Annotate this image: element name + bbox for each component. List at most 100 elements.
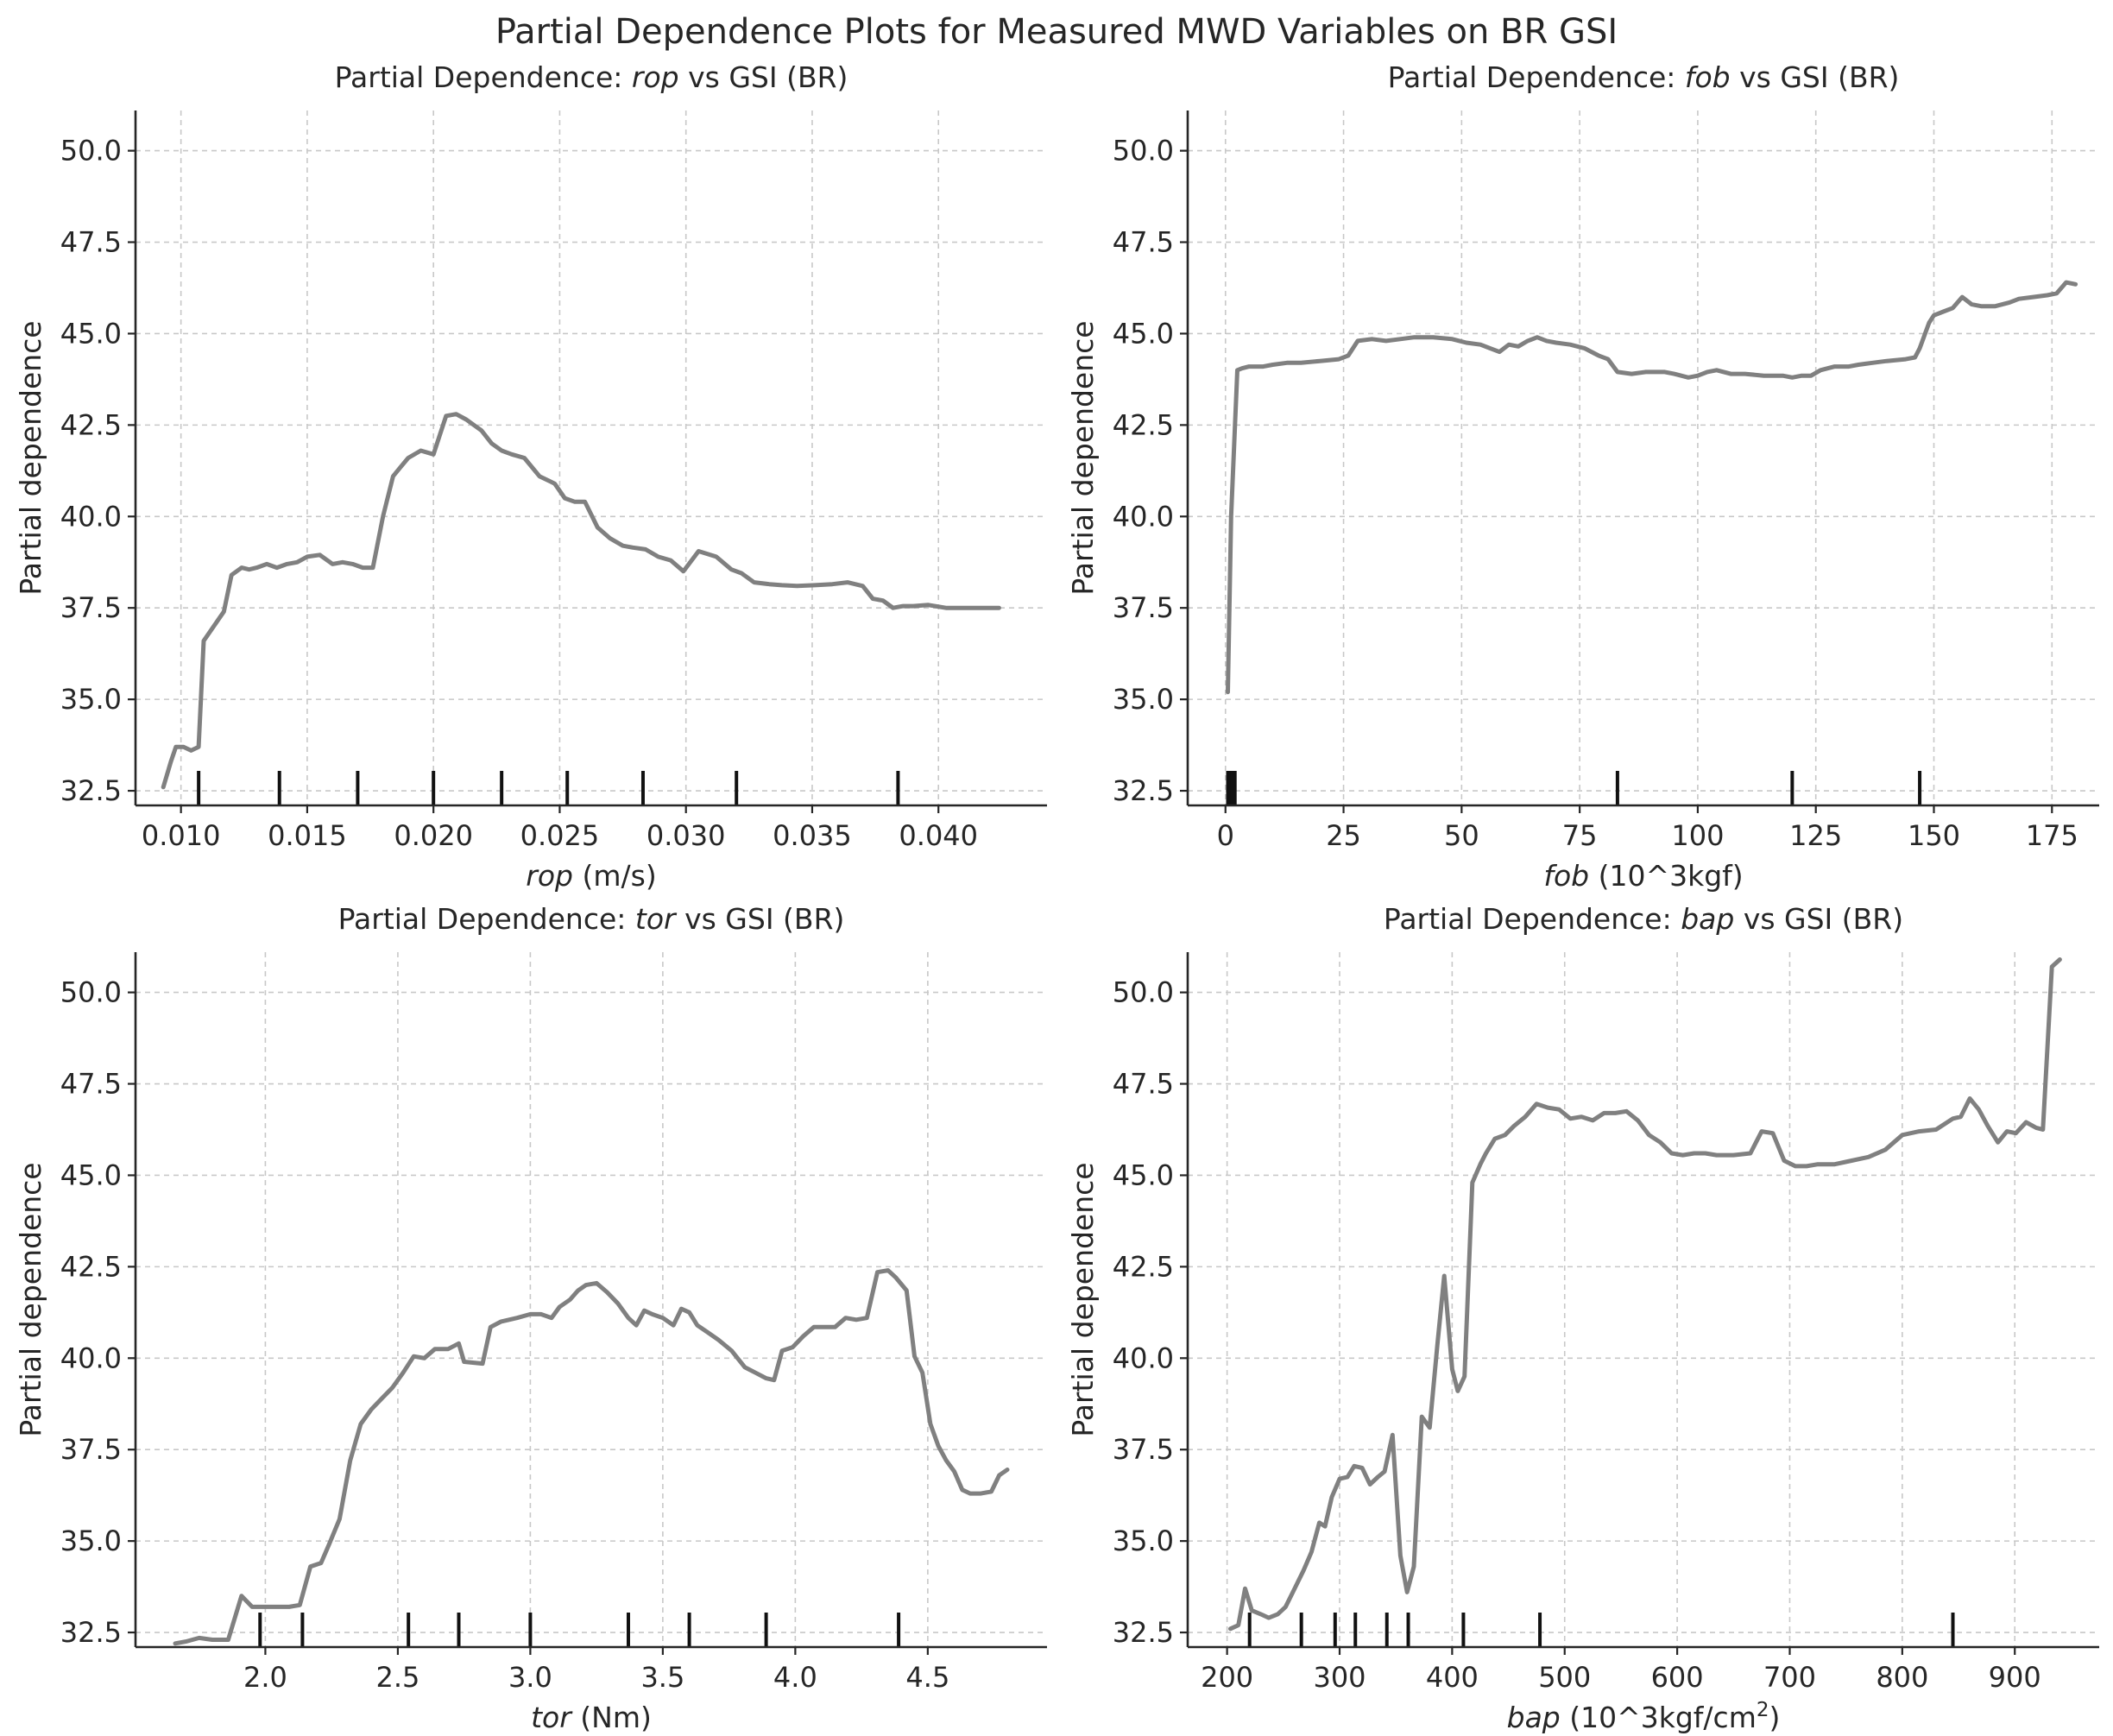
y-tick-label: 37.5	[60, 1433, 122, 1466]
y-tick-label: 42.5	[60, 408, 122, 441]
y-tick-label: 42.5	[1113, 1250, 1174, 1283]
x-axis-label-end: )	[1769, 1701, 1780, 1734]
x-tick-label: 4.5	[905, 1661, 949, 1694]
subplot-title: Partial Dependence: bap vs GSI (BR)	[1384, 902, 1903, 936]
subplot-title-prefix: Partial Dependence:	[1388, 60, 1685, 94]
subplot-title-suffix: vs GSI (BR)	[676, 902, 845, 936]
y-tick-label: 32.5	[1113, 1616, 1174, 1649]
x-axis-label: bap (10^3kgf/cm2)	[1507, 1699, 1781, 1734]
y-tick-label: 42.5	[60, 1250, 122, 1283]
x-axis-label-units: (10^3kgf)	[1589, 859, 1744, 893]
subplot-title-suffix: vs GSI (BR)	[679, 60, 848, 94]
subplot-title-prefix: Partial Dependence:	[335, 60, 632, 94]
subplot-rop: 0.010 0.015 0.020 0.025 0.030 0.035 0.040 32.5 3…	[14, 60, 1047, 893]
x-axis-label-variable: bap	[1507, 1701, 1561, 1734]
y-tick-label: 45.0	[1113, 317, 1174, 350]
x-tick-label: 700	[1763, 1661, 1816, 1694]
subplot-bap: 200 300 400 500 600 700 800 900 32.5 35.0 37.5 40.0…	[1066, 902, 2099, 1734]
partial-dependence-line	[161, 412, 1001, 790]
y-tick-label: 35.0	[60, 683, 122, 716]
x-tick-label: 0	[1217, 819, 1234, 852]
x-tick-label: 25	[1326, 819, 1361, 852]
y-axis-label: Partial dependence	[1066, 1162, 1100, 1436]
x-axis-label-units: (m/s)	[573, 859, 657, 893]
subplot-title-prefix: Partial Dependence:	[1384, 902, 1681, 936]
x-axis-label-units: (10^3kgf/cm	[1561, 1701, 1757, 1734]
y-tick-label: 45.0	[60, 317, 122, 350]
x-tick-label: 50	[1444, 819, 1479, 852]
y-tick-label: 47.5	[60, 226, 122, 259]
y-tick-label: 32.5	[60, 1616, 122, 1649]
x-tick-label: 75	[1562, 819, 1598, 852]
x-tick-label: 0.025	[520, 819, 600, 852]
x-tick-label: 0.030	[647, 819, 726, 852]
y-tick-label: 35.0	[1113, 1525, 1174, 1557]
y-tick-label: 32.5	[1113, 774, 1174, 807]
y-tick-label: 50.0	[60, 135, 122, 167]
x-tick-label: 125	[1789, 819, 1842, 852]
y-tick-label: 40.0	[1113, 1341, 1174, 1374]
y-tick-label: 35.0	[60, 1525, 122, 1557]
y-tick-label: 47.5	[60, 1068, 122, 1101]
y-tick-label: 40.0	[60, 1341, 122, 1374]
subplot-title-variable: fob	[1685, 60, 1731, 94]
y-tick-label: 50.0	[60, 976, 122, 1009]
x-tick-label: 0.015	[268, 819, 347, 852]
y-tick-label: 37.5	[1113, 591, 1174, 624]
subplot-title: Partial Dependence: rop vs GSI (BR)	[335, 60, 848, 94]
x-axis-label-superscript: 2	[1757, 1699, 1769, 1721]
figure-title: Partial Dependence Plots for Measured MW…	[495, 12, 1618, 52]
x-tick-label: 0.010	[142, 819, 221, 852]
x-axis-label: rop (m/s)	[526, 859, 656, 893]
x-tick-label: 2.5	[375, 1661, 419, 1694]
subplot-title-variable: tor	[635, 902, 678, 936]
y-tick-label: 40.0	[1113, 500, 1174, 533]
partial-dependence-line	[1226, 280, 2078, 695]
y-tick-label: 37.5	[60, 591, 122, 624]
y-tick-label: 45.0	[1113, 1158, 1174, 1191]
subplot-title-prefix: Partial Dependence:	[338, 902, 635, 936]
x-tick-label: 800	[1876, 1661, 1928, 1694]
x-axis-label: fob (10^3kgf)	[1543, 859, 1743, 893]
x-tick-label: 200	[1201, 1661, 1253, 1694]
subplot-fob: 0 25 50 75 100 125 150 175 32.5 35.0 37.5 40.0 42.5 4…	[1066, 60, 2099, 893]
y-axis-label: Partial dependence	[14, 320, 47, 595]
x-tick-label: 600	[1651, 1661, 1704, 1694]
y-tick-label: 35.0	[1113, 683, 1174, 716]
subplot-title: Partial Dependence: tor vs GSI (BR)	[338, 902, 845, 936]
y-axis-label: Partial dependence	[14, 1162, 47, 1436]
x-tick-label: 3.0	[508, 1661, 552, 1694]
subplot-title-suffix: vs GSI (BR)	[1734, 902, 1903, 936]
y-tick-label: 32.5	[60, 774, 122, 807]
y-tick-label: 45.0	[60, 1158, 122, 1191]
x-tick-label: 0.035	[773, 819, 852, 852]
x-tick-label: 500	[1538, 1661, 1591, 1694]
x-axis-label-variable: rop	[526, 859, 573, 893]
x-tick-label: 300	[1313, 1661, 1366, 1694]
x-tick-label: 900	[1989, 1661, 2041, 1694]
y-tick-label: 50.0	[1113, 135, 1174, 167]
x-tick-label: 150	[1908, 819, 1960, 852]
x-tick-label: 400	[1426, 1661, 1479, 1694]
x-tick-label: 0.040	[899, 819, 978, 852]
x-tick-label: 100	[1671, 819, 1724, 852]
x-tick-label: 3.5	[640, 1661, 684, 1694]
x-tick-label: 4.0	[773, 1661, 817, 1694]
y-tick-label: 37.5	[1113, 1433, 1174, 1466]
subplot-tor: 2.0 2.5 3.0 3.5 4.0 4.5 32.5 35.0 37.5 40.0 42.5 45…	[14, 902, 1047, 1734]
partial-dependence-line	[173, 1268, 1010, 1646]
y-tick-label: 50.0	[1113, 976, 1174, 1009]
y-axis-label: Partial dependence	[1066, 320, 1100, 595]
y-tick-label: 40.0	[60, 500, 122, 533]
y-tick-label: 47.5	[1113, 226, 1174, 259]
y-tick-label: 47.5	[1113, 1068, 1174, 1101]
subplot-title: Partial Dependence: fob vs GSI (BR)	[1388, 60, 1900, 94]
x-tick-label: 2.0	[243, 1661, 287, 1694]
subplot-title-variable: bap	[1681, 902, 1734, 936]
x-axis-label: tor (Nm)	[531, 1701, 652, 1734]
x-tick-label: 175	[2026, 819, 2078, 852]
subplot-title-variable: rop	[632, 60, 679, 94]
y-tick-label: 42.5	[1113, 408, 1174, 441]
x-axis-label-variable: fob	[1543, 859, 1589, 893]
